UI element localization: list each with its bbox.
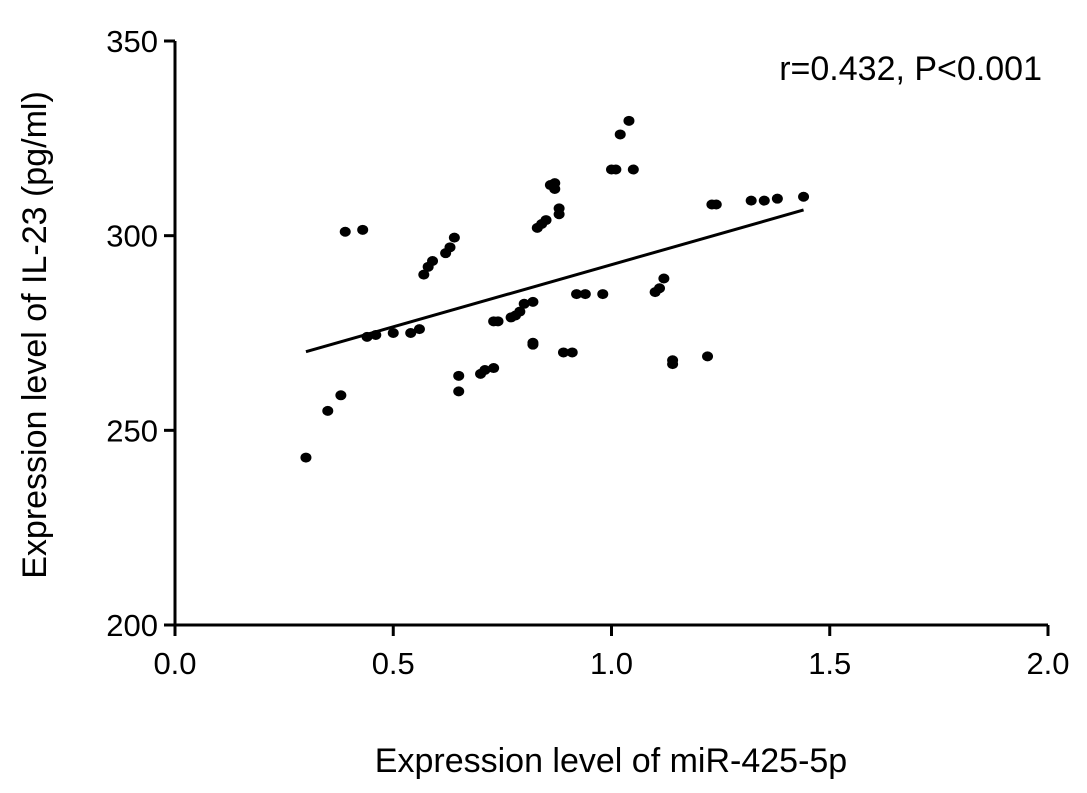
regression-line [305, 208, 804, 354]
data-point [361, 331, 373, 342]
data-point [614, 129, 626, 140]
data-point [557, 347, 569, 358]
x-tick-label: 1.0 [590, 646, 633, 681]
data-point [357, 224, 369, 235]
data-point [413, 324, 425, 335]
x-tick-label: 2.0 [1026, 646, 1069, 681]
axes [173, 41, 1048, 627]
y-ticks: 200 250 300 350 [106, 24, 175, 643]
data-point [566, 347, 578, 358]
y-tick-label: 200 [106, 608, 158, 643]
data-point [553, 203, 565, 214]
data-point [453, 370, 465, 381]
data-point [514, 306, 526, 317]
data-point [627, 164, 639, 175]
data-point [339, 226, 351, 237]
data-point [370, 329, 382, 340]
y-axis-title: Expression level of IL-23 (pg/ml) [16, 91, 54, 579]
data-point [418, 269, 430, 280]
correlation-annotation: r=0.432, P<0.001 [779, 50, 1042, 88]
data-point [702, 351, 714, 362]
data-point [488, 363, 500, 374]
y-tick-label: 350 [106, 24, 158, 59]
data-point [448, 232, 460, 243]
data-point [579, 289, 591, 300]
data-point [300, 452, 312, 463]
data-point [427, 255, 439, 266]
x-tick-label: 1.5 [808, 646, 851, 681]
data-point [453, 386, 465, 397]
data-point [540, 215, 552, 226]
data-point [492, 316, 504, 327]
data-point [667, 355, 679, 366]
data-point [658, 273, 670, 284]
data-point [549, 178, 561, 189]
data-point [623, 115, 635, 126]
y-tick-label: 250 [106, 413, 158, 448]
data-point [387, 328, 399, 338]
data-point [610, 164, 622, 175]
data-point [405, 328, 417, 338]
data-point [518, 298, 530, 309]
data-point [798, 191, 810, 202]
y-tick-label: 300 [106, 219, 158, 254]
data-point [571, 289, 583, 300]
x-tick-label: 0.0 [153, 646, 196, 681]
data-points [300, 115, 810, 463]
data-point [444, 242, 456, 253]
data-point [654, 283, 666, 294]
x-tick-label: 0.5 [372, 646, 415, 681]
data-point [771, 193, 783, 204]
data-point [758, 195, 770, 206]
data-point [745, 195, 757, 206]
data-point [527, 337, 539, 348]
data-point [527, 296, 539, 307]
x-axis-title: Expression level of miR-425-5p [375, 742, 847, 780]
x-ticks: 0.0 0.5 1.0 1.5 2.0 [153, 625, 1070, 681]
data-point [335, 390, 347, 401]
data-point [710, 199, 722, 210]
data-point [597, 289, 609, 300]
data-point [479, 364, 491, 375]
data-point [322, 405, 334, 416]
